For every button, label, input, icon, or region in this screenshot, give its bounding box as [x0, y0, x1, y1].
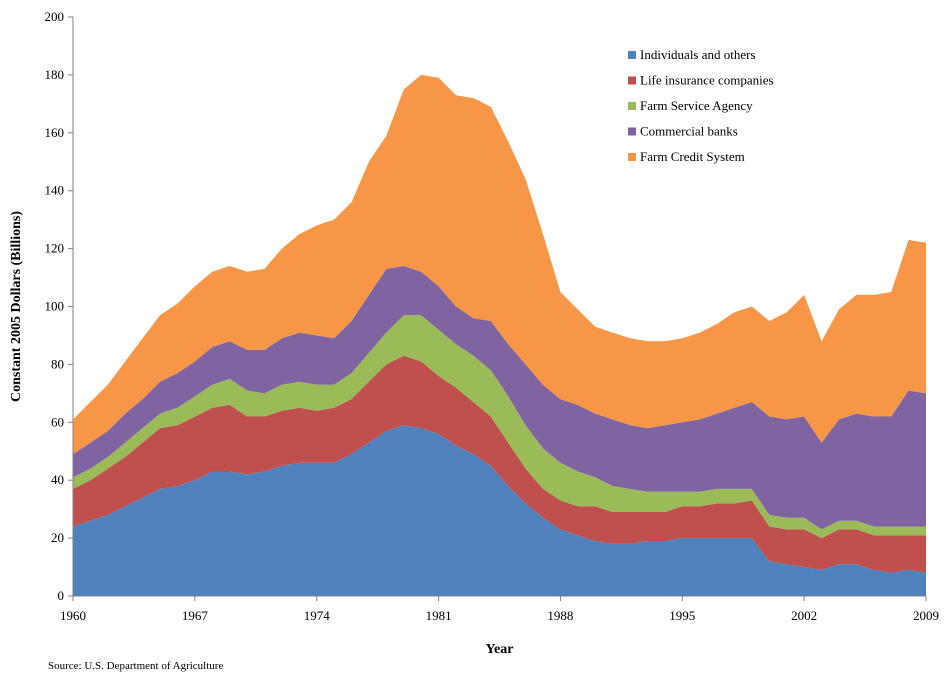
legend-swatch: [628, 51, 636, 59]
x-tick-labels: 1960 1967 1974 1981 1988 1995 2002 2009: [60, 596, 939, 623]
y-tick-label: 40: [51, 472, 64, 487]
y-tick-label: 160: [45, 125, 65, 140]
area-commercial-banks: [73, 266, 926, 530]
y-tick-label: 140: [45, 183, 65, 198]
area-series-group: [73, 74, 926, 596]
source-note: Source: U.S. Department of Agriculture: [48, 660, 224, 672]
legend-label: Individuals and others: [640, 47, 756, 62]
x-tick-label: 1995: [669, 608, 695, 623]
legend-label: Farm Service Agency: [640, 98, 753, 113]
y-tick-label: 80: [51, 356, 64, 371]
legend-swatch: [628, 153, 636, 161]
area-individuals-and-others: [73, 425, 926, 596]
legend-label: Farm Credit System: [640, 149, 745, 164]
legend-swatch: [628, 76, 636, 85]
x-tick-label: 2002: [791, 608, 817, 623]
y-tick-label: 60: [51, 414, 64, 429]
area-farm-service-agency: [73, 315, 926, 539]
legend-label: Commercial banks: [640, 124, 738, 139]
legend: Individuals and others Life insurance com…: [628, 47, 774, 164]
area-life-insurance-companies: [73, 355, 926, 573]
x-tick-label: 1960: [60, 608, 86, 623]
y-tick-label: 20: [51, 530, 64, 545]
legend-swatch: [628, 127, 636, 136]
x-tick-label: 1974: [304, 608, 331, 623]
y-tick-label: 100: [45, 299, 65, 314]
y-tick-label: 200: [45, 9, 65, 24]
area-farm-credit-system: [73, 74, 926, 455]
x-axis-title: Year: [486, 642, 514, 657]
y-tick-label: 180: [45, 67, 65, 82]
x-tick-label: 1981: [426, 608, 452, 623]
y-tick-label: 120: [45, 241, 65, 256]
legend-label: Life insurance companies: [640, 73, 774, 88]
y-tick-labels: 0 20 40 60 80 100 120 140 160 180 200: [45, 9, 73, 603]
x-tick-label: 1988: [547, 608, 573, 623]
x-tick-label: 2009: [913, 608, 939, 623]
legend-swatch: [628, 102, 636, 110]
y-axis-title: Constant 2005 Dollars (Billions): [9, 211, 24, 402]
x-tick-label: 1967: [182, 608, 209, 623]
y-tick-label: 0: [58, 588, 65, 603]
